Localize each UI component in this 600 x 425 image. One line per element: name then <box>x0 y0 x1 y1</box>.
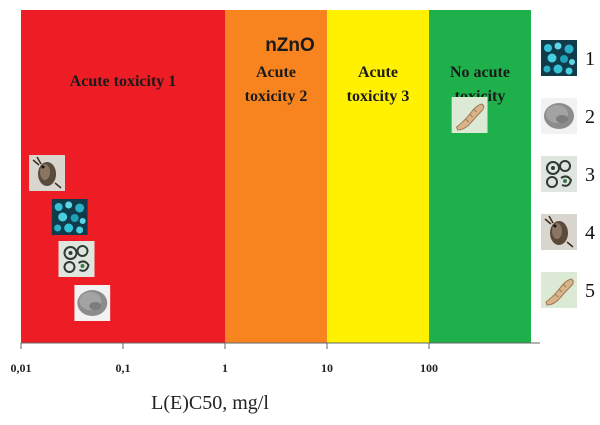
band-4 <box>429 10 531 343</box>
band-labels: Acute toxicity 1 Acute toxicity 2 Acute toxi… <box>70 64 510 105</box>
algae-cells-icon <box>541 40 577 76</box>
legend-label: 3 <box>585 164 595 186</box>
band-3-label: toxicity 3 <box>347 88 410 105</box>
x-tick-label: 0,1 <box>116 361 131 375</box>
toxicity-bands <box>21 10 531 343</box>
larva-icon <box>541 272 577 308</box>
x-axis-label: L(E)C50, mg/l <box>0 392 420 415</box>
legend-label: 4 <box>585 222 595 244</box>
legend-label: 1 <box>585 48 595 70</box>
band-2-label: toxicity 2 <box>245 88 308 105</box>
point-1 <box>51 199 88 235</box>
x-tick-label: 10 <box>321 361 333 375</box>
band-4-label: No acute <box>450 64 510 81</box>
chart-title: nZnO <box>265 35 315 56</box>
band-1-label: Acute toxicity 1 <box>70 73 177 90</box>
x-tick-label: 100 <box>420 361 438 375</box>
legend-label: 5 <box>585 280 595 302</box>
legend-label: 2 <box>585 106 595 128</box>
band-3 <box>327 10 429 343</box>
x-tick-label: 0,01 <box>11 361 32 375</box>
cell-icon <box>541 98 577 134</box>
legend-item-4: 4 <box>541 214 595 250</box>
band-2-label: Acute <box>256 64 296 81</box>
protozoa-icon <box>541 156 577 192</box>
legend-item-2: 2 <box>541 98 595 134</box>
crustacean-icon <box>29 155 66 191</box>
legend-item-1: 1 <box>541 40 595 76</box>
x-tick-label: 1 <box>222 361 228 375</box>
band-3-label: Acute <box>358 64 398 81</box>
point-3 <box>58 241 95 277</box>
cell-icon <box>74 285 111 321</box>
legend-item-3: 3 <box>541 156 595 192</box>
algae-cells-icon <box>51 199 88 235</box>
point-2 <box>74 285 111 321</box>
point-4 <box>29 155 66 191</box>
crustacean-icon <box>541 214 577 250</box>
protozoa-icon <box>58 241 95 277</box>
larva-icon <box>451 97 488 133</box>
x-axis-ticks: 0,01 0,1 1 10 100 <box>11 342 540 375</box>
legend-item-5: 5 <box>541 272 595 308</box>
band-2 <box>225 10 327 343</box>
point-5 <box>451 97 488 133</box>
legend: 1 2 3 4 5 <box>541 40 595 308</box>
x-axis-label-text: L(E)C50, mg/l <box>151 392 269 414</box>
